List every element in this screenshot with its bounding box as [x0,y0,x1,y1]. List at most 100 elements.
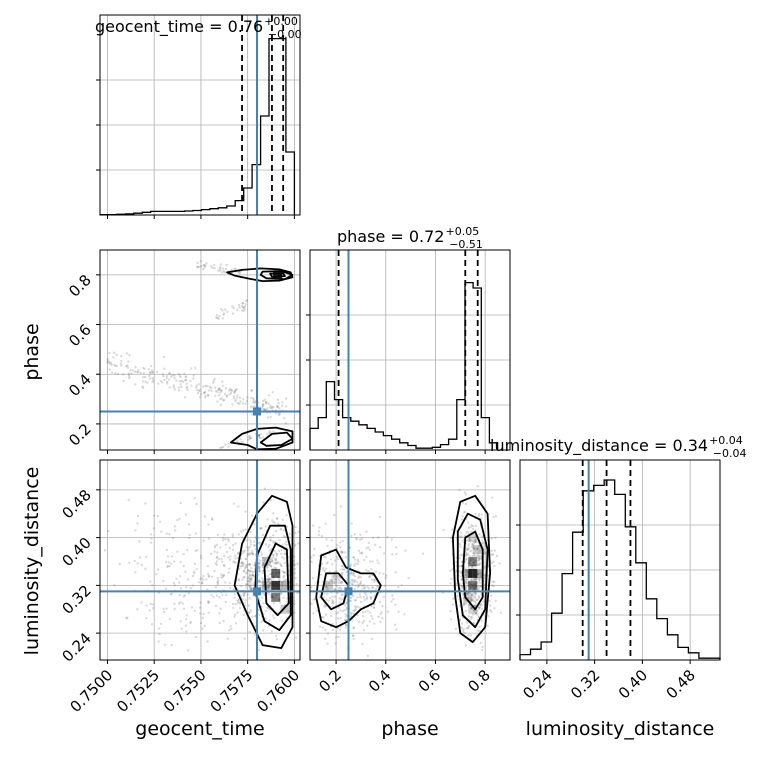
scatter-point [234,388,237,392]
scatter-point [471,578,475,581]
scatter-point [462,602,466,606]
scatter-point [263,398,267,402]
scatter-point [376,585,379,588]
scatter-point [326,632,330,635]
scatter-point [349,563,353,566]
scatter-point [494,515,498,518]
scatter-point [253,405,257,408]
scatter-point [198,606,202,609]
scatter-point [467,544,470,548]
scatter-point [246,554,249,557]
scatter-point [248,553,251,556]
scatter-point [378,572,381,575]
scatter-point [248,573,251,576]
scatter-point [257,569,261,573]
scatter-point [361,611,364,614]
scatter-point [246,569,250,572]
scatter-point [202,579,205,582]
scatter-point [468,539,471,543]
scatter-point [365,546,368,550]
scatter-point [259,559,262,562]
scatter-point [245,583,248,586]
scatter-point [150,623,154,626]
scatter-point [271,534,275,537]
scatter-point [310,556,313,559]
scatter-point [122,379,125,383]
tick-label-x-luminosity_distance: 0.40 [615,666,651,702]
scatter-point [469,559,472,563]
scatter-point [482,544,485,548]
scatter-point [274,412,277,415]
scatter-point [463,602,466,605]
scatter-point [392,598,395,601]
scatter-point [250,587,253,591]
scatter-point [393,623,397,626]
density-cell [468,568,478,578]
scatter-point [125,616,128,620]
scatter-point [349,573,352,576]
scatter-point [471,542,474,545]
scatter-point [236,599,239,602]
scatter-point [198,389,202,392]
scatter-point [202,392,206,395]
scatter-point [466,553,469,557]
scatter-point [488,604,492,607]
tick-label-x-geocent_time: 0.7525 [113,666,163,716]
scatter-point [112,351,116,354]
scatter-point [261,533,264,537]
scatter-point [339,541,342,544]
scatter-point [183,396,187,399]
scatter-point [248,569,251,573]
scatter-point [333,513,336,517]
scatter-point [259,527,262,530]
scatter-point [169,375,173,378]
scatter-point [217,317,220,320]
scatter-point [382,572,385,575]
scatter-point [470,523,473,527]
scatter-point [491,553,494,556]
scatter-point [230,268,233,272]
scatter-point [248,435,251,438]
scatter-point [236,556,240,559]
scatter-point [273,566,276,569]
panel-frame-2-0 [99,459,301,661]
scatter-point [215,313,219,317]
scatter-point [354,599,358,602]
scatter-point [234,557,237,560]
scatter-point [234,622,238,625]
scatter-point [474,565,477,568]
density-cell [280,580,290,590]
scatter-point [287,610,290,613]
scatter-point [221,539,225,542]
scatter-point [350,571,353,575]
scatter-point [216,400,219,403]
scatter-point [229,625,232,628]
scatter-point [172,386,175,389]
scatter-point [276,561,279,564]
scatter-point [186,548,189,552]
scatter-point [350,611,353,615]
scatter-point [199,556,203,560]
scatter-point [378,600,382,604]
scatter-point [469,617,473,621]
scatter-point [222,270,225,273]
scatter-point [478,557,482,561]
scatter-point [157,627,161,630]
scatter-point [219,263,223,266]
panel-bg-2-2 [520,460,720,660]
density-cell [271,580,281,590]
scatter-point [331,595,334,599]
scatter-point [357,549,361,552]
scatter-point [480,607,484,610]
scatter-point [477,555,481,558]
scatter-point [267,585,270,588]
scatter-point [113,363,116,367]
scatter-point [237,578,240,581]
scatter-point [212,595,215,599]
scatter-point [247,438,250,442]
panel-bg-1-0 [100,250,300,450]
scatter-point [214,386,217,389]
scatter-point [377,585,380,588]
scatter-point [365,569,368,572]
scatter-point [242,305,245,309]
